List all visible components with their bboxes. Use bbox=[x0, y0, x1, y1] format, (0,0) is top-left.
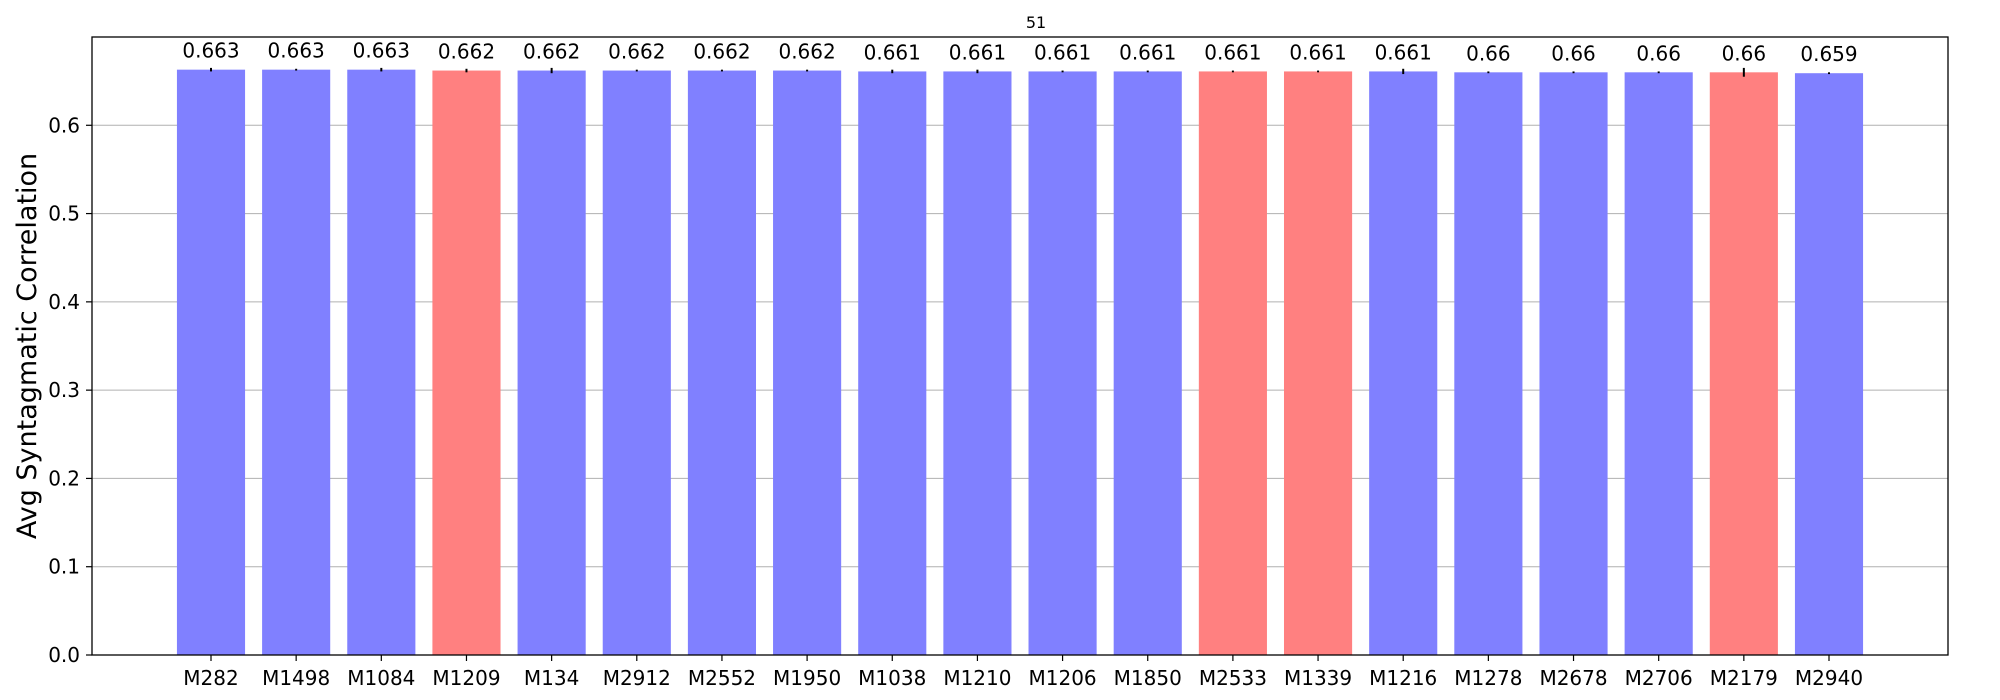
x-tick-label: M1498 bbox=[262, 666, 330, 690]
value-labels: 0.663 0.663 0.663 0.662 0.662 0.662 0.662 0.662… bbox=[182, 39, 1857, 67]
bar-value-label: 0.663 bbox=[182, 39, 239, 63]
x-tick-label: M1209 bbox=[432, 666, 500, 690]
x-tick-label: M1850 bbox=[1114, 666, 1182, 690]
bar bbox=[1113, 71, 1182, 656]
bar bbox=[1454, 72, 1523, 656]
bar bbox=[1028, 71, 1097, 656]
y-tick-label: 0.1 bbox=[48, 555, 80, 579]
bar-value-label: 0.662 bbox=[523, 40, 580, 64]
x-tick-label: M2912 bbox=[603, 666, 671, 690]
y-axis-title: Avg Syntagmatic Correlation bbox=[12, 153, 43, 539]
bar bbox=[176, 69, 246, 655]
x-tick-label: M1216 bbox=[1369, 666, 1437, 690]
bar-value-label: 0.659 bbox=[1800, 42, 1857, 66]
error-bars bbox=[210, 67, 1830, 77]
x-tick-label: M2940 bbox=[1795, 666, 1863, 690]
bar bbox=[1198, 71, 1267, 656]
x-tick-label: M1210 bbox=[943, 666, 1011, 690]
bar bbox=[1369, 71, 1438, 656]
bars bbox=[176, 69, 1864, 656]
bar-value-label: 0.661 bbox=[949, 40, 1006, 64]
x-tick-label: M2179 bbox=[1710, 666, 1778, 690]
x-tick-label: M2552 bbox=[688, 666, 756, 690]
y-tick-label: 0.2 bbox=[48, 466, 80, 490]
x-tick-label: M2533 bbox=[1199, 666, 1267, 690]
bar-value-label: 0.662 bbox=[608, 40, 665, 64]
bar bbox=[517, 70, 586, 655]
plot-frame bbox=[91, 36, 1949, 656]
bar-value-label: 0.663 bbox=[268, 39, 325, 63]
bar-value-label: 0.66 bbox=[1551, 41, 1596, 65]
bar bbox=[432, 70, 501, 655]
bar bbox=[1709, 72, 1778, 656]
bar bbox=[858, 71, 927, 656]
bar bbox=[943, 71, 1012, 656]
bar-value-label: 0.662 bbox=[438, 40, 495, 64]
y-tick-label: 0.5 bbox=[48, 202, 80, 226]
bar bbox=[1539, 72, 1608, 656]
bar-value-label: 0.66 bbox=[1466, 41, 1511, 65]
x-tick-label: M1339 bbox=[1284, 666, 1352, 690]
x-tick-label: M2678 bbox=[1539, 666, 1607, 690]
bar bbox=[687, 70, 757, 655]
bar-value-label: 0.663 bbox=[353, 39, 410, 63]
bar bbox=[1624, 72, 1693, 656]
x-axis: M282 M1498 M1084 M1209 M134 M2912 M2552 M1950 M1… bbox=[183, 655, 1863, 690]
y-tick-label: 0.0 bbox=[48, 643, 80, 667]
x-tick-label: M134 bbox=[524, 666, 579, 690]
y-tick-label: 0.4 bbox=[48, 290, 80, 314]
bar-value-label: 0.661 bbox=[1119, 40, 1176, 64]
x-tick-label: M282 bbox=[183, 666, 238, 690]
x-tick-label: M1206 bbox=[1029, 666, 1097, 690]
bar-value-label: 0.66 bbox=[1636, 41, 1681, 65]
bar bbox=[773, 70, 842, 655]
bar bbox=[1794, 73, 1864, 655]
bar-value-label: 0.661 bbox=[864, 40, 921, 64]
x-tick-label: M1038 bbox=[858, 666, 926, 690]
bar-value-label: 0.661 bbox=[1289, 40, 1346, 64]
y-tick-label: 0.6 bbox=[48, 113, 80, 137]
bar bbox=[1283, 71, 1353, 656]
y-tick-label: 0.3 bbox=[48, 378, 80, 402]
x-tick-label: M1950 bbox=[773, 666, 841, 690]
x-tick-label: M2706 bbox=[1625, 666, 1693, 690]
bar-value-label: 0.661 bbox=[1375, 40, 1432, 64]
bar-value-label: 0.661 bbox=[1204, 40, 1261, 64]
bar bbox=[347, 69, 416, 655]
bar-value-label: 0.662 bbox=[778, 40, 835, 64]
bar bbox=[262, 69, 331, 655]
x-tick-label: M1278 bbox=[1454, 666, 1522, 690]
bar-value-label: 0.662 bbox=[693, 40, 750, 64]
bar bbox=[602, 70, 671, 655]
y-axis: 0.0 0.1 0.2 0.3 0.4 0.5 0.6 bbox=[48, 113, 92, 667]
chart-title: 51 bbox=[1026, 13, 1046, 32]
bar-value-label: 0.661 bbox=[1034, 40, 1091, 64]
bar-value-label: 0.66 bbox=[1722, 41, 1767, 65]
x-tick-label: M1084 bbox=[347, 666, 415, 690]
